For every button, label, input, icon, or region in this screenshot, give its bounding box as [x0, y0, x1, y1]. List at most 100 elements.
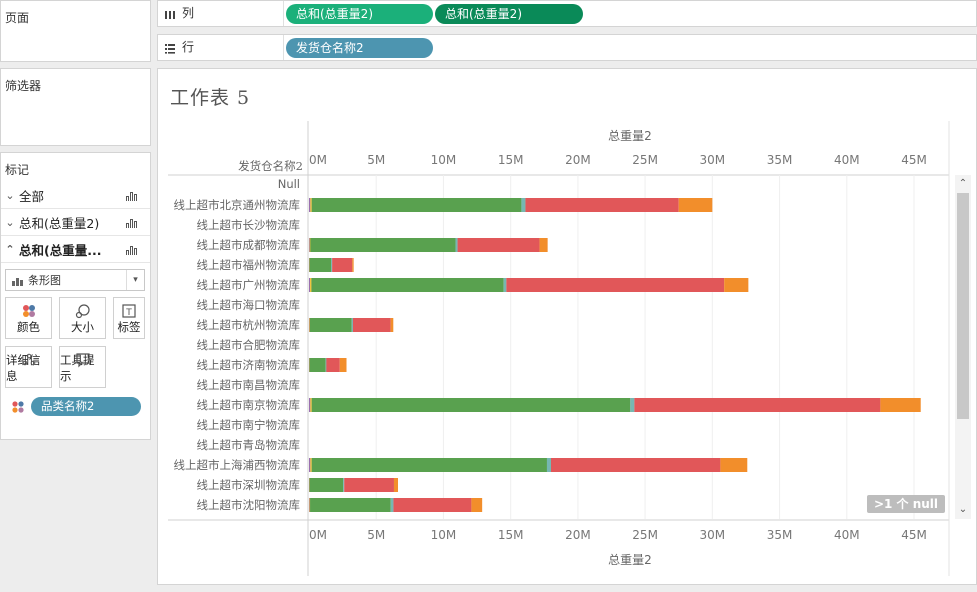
- row-label[interactable]: 线上超市杭州物流库: [196, 318, 301, 332]
- bar-segment[interactable]: [311, 458, 547, 472]
- bar-segment[interactable]: [309, 458, 311, 472]
- bar-segment[interactable]: [506, 278, 725, 292]
- row-label[interactable]: 线上超市南京物流库: [196, 398, 301, 412]
- bar-segment[interactable]: [351, 318, 353, 332]
- tick-label: 45M: [901, 153, 927, 167]
- bar-segment[interactable]: [339, 358, 347, 372]
- bar-segment[interactable]: [309, 318, 311, 332]
- bar-segment[interactable]: [310, 498, 391, 512]
- bar-segment[interactable]: [551, 458, 721, 472]
- bar-segment[interactable]: [309, 258, 332, 272]
- row-label[interactable]: 线上超市合肥物流库: [196, 338, 301, 352]
- bar-segment[interactable]: [309, 498, 310, 512]
- row-label[interactable]: 线上超市沈阳物流库: [196, 498, 301, 512]
- bar-segment[interactable]: [311, 398, 631, 412]
- bar-segment[interactable]: [326, 358, 340, 372]
- bar-segment[interactable]: [352, 258, 354, 272]
- bar-segment[interactable]: [309, 478, 344, 492]
- detail-button[interactable]: 详细信息: [5, 346, 52, 388]
- row-label[interactable]: 线上超市济南物流库: [196, 358, 301, 372]
- bar-segment[interactable]: [525, 198, 679, 212]
- bar-segment[interactable]: [390, 318, 394, 332]
- bar-segment[interactable]: [310, 398, 312, 412]
- row-label[interactable]: 线上超市南宁物流库: [196, 418, 301, 432]
- bar-segment[interactable]: [546, 458, 551, 472]
- columns-shelf[interactable]: 列 总和(总重量2) 总和(总重量2): [157, 0, 977, 27]
- bar-segment[interactable]: [455, 238, 458, 252]
- marks-row-sum-1[interactable]: ⌄ 总和(总重量2): [1, 210, 150, 236]
- bar-segment[interactable]: [311, 278, 504, 292]
- mark-type-dropdown[interactable]: 条形图 ▾: [5, 269, 145, 291]
- bar-segment[interactable]: [634, 398, 881, 412]
- scroll-thumb[interactable]: [957, 193, 969, 419]
- null-indicator[interactable]: >1 个 null: [867, 495, 945, 513]
- bar-segment[interactable]: [309, 358, 326, 372]
- row-label[interactable]: 线上超市南昌物流库: [196, 378, 301, 392]
- rows-shelf[interactable]: 行 发货仓名称2: [157, 34, 977, 61]
- scroll-up-icon[interactable]: ⌃: [958, 178, 968, 189]
- bar-segment[interactable]: [309, 238, 310, 252]
- row-label[interactable]: Null: [277, 177, 300, 191]
- bar-segment[interactable]: [310, 198, 312, 212]
- row-label[interactable]: 线上超市青岛物流库: [196, 438, 301, 452]
- bar-segment[interactable]: [630, 398, 635, 412]
- bar-segment[interactable]: [309, 238, 311, 252]
- bar-segment[interactable]: [343, 478, 345, 492]
- bar-segment[interactable]: [309, 318, 310, 332]
- row-pill[interactable]: 发货仓名称2: [286, 38, 433, 58]
- bar-segment[interactable]: [724, 278, 749, 292]
- size-button[interactable]: 大小: [59, 297, 106, 339]
- row-label[interactable]: 线上超市广州物流库: [196, 278, 301, 292]
- bar-segment[interactable]: [880, 398, 921, 412]
- bar-segment[interactable]: [393, 498, 472, 512]
- bar-segment[interactable]: [311, 198, 522, 212]
- row-label[interactable]: 线上超市上海浦西物流库: [173, 458, 301, 472]
- vertical-scrollbar[interactable]: ⌃ ⌄: [955, 175, 971, 519]
- bar-segment[interactable]: [352, 318, 391, 332]
- bar-segment[interactable]: [344, 478, 394, 492]
- bar-segment[interactable]: [393, 478, 399, 492]
- bar-segment[interactable]: [309, 398, 311, 412]
- bar-segment[interactable]: [720, 458, 748, 472]
- rows-shelf-label: 行: [164, 35, 194, 60]
- bar-segment[interactable]: [390, 498, 394, 512]
- dropdown-arrow-icon[interactable]: ▾: [126, 270, 144, 290]
- chevron-down-icon: ⌄: [5, 216, 15, 229]
- bar-chart: [168, 121, 950, 576]
- scroll-down-icon[interactable]: ⌄: [958, 504, 968, 515]
- column-pill-1[interactable]: 总和(总重量2): [286, 4, 433, 24]
- bar-segment[interactable]: [521, 198, 526, 212]
- bar-segment[interactable]: [678, 198, 713, 212]
- bar-segment[interactable]: [332, 258, 353, 272]
- tick-label: 25M: [632, 153, 658, 167]
- row-label[interactable]: 线上超市福州物流库: [196, 258, 301, 272]
- row-label[interactable]: 线上超市深圳物流库: [196, 478, 301, 492]
- pages-card: 页面: [0, 0, 151, 62]
- color-button[interactable]: 颜色: [5, 297, 52, 339]
- bar-segment[interactable]: [310, 278, 312, 292]
- bar-segment[interactable]: [325, 358, 327, 372]
- bar-segment[interactable]: [309, 498, 311, 512]
- row-label[interactable]: 线上超市海口物流库: [196, 298, 301, 312]
- bar-segment[interactable]: [310, 458, 312, 472]
- tooltip-button[interactable]: 工具提示: [59, 346, 106, 388]
- bar-segment[interactable]: [539, 238, 548, 252]
- bar-segment[interactable]: [471, 498, 483, 512]
- bar-segment[interactable]: [309, 318, 352, 332]
- bar-segment[interactable]: [457, 238, 540, 252]
- bar-segment[interactable]: [331, 258, 333, 272]
- row-label[interactable]: 线上超市成都物流库: [196, 238, 301, 252]
- bar-segment[interactable]: [309, 278, 311, 292]
- row-label[interactable]: 线上超市长沙物流库: [196, 218, 301, 232]
- column-pill-2[interactable]: 总和(总重量2): [435, 4, 583, 24]
- row-label[interactable]: 线上超市北京通州物流库: [173, 198, 301, 212]
- filters-card[interactable]: 筛选器: [0, 68, 151, 146]
- marks-row-all[interactable]: ⌄ 全部: [1, 183, 150, 209]
- color-field-pill[interactable]: 品类名称2: [31, 397, 141, 416]
- bar-segment[interactable]: [503, 278, 507, 292]
- bar-segment[interactable]: [309, 198, 311, 212]
- label-button[interactable]: T 标签: [113, 297, 145, 339]
- tick-label: 20M: [565, 528, 591, 542]
- bar-segment[interactable]: [310, 238, 456, 252]
- marks-row-sum-2[interactable]: ⌃ 总和(总重量...: [1, 237, 150, 263]
